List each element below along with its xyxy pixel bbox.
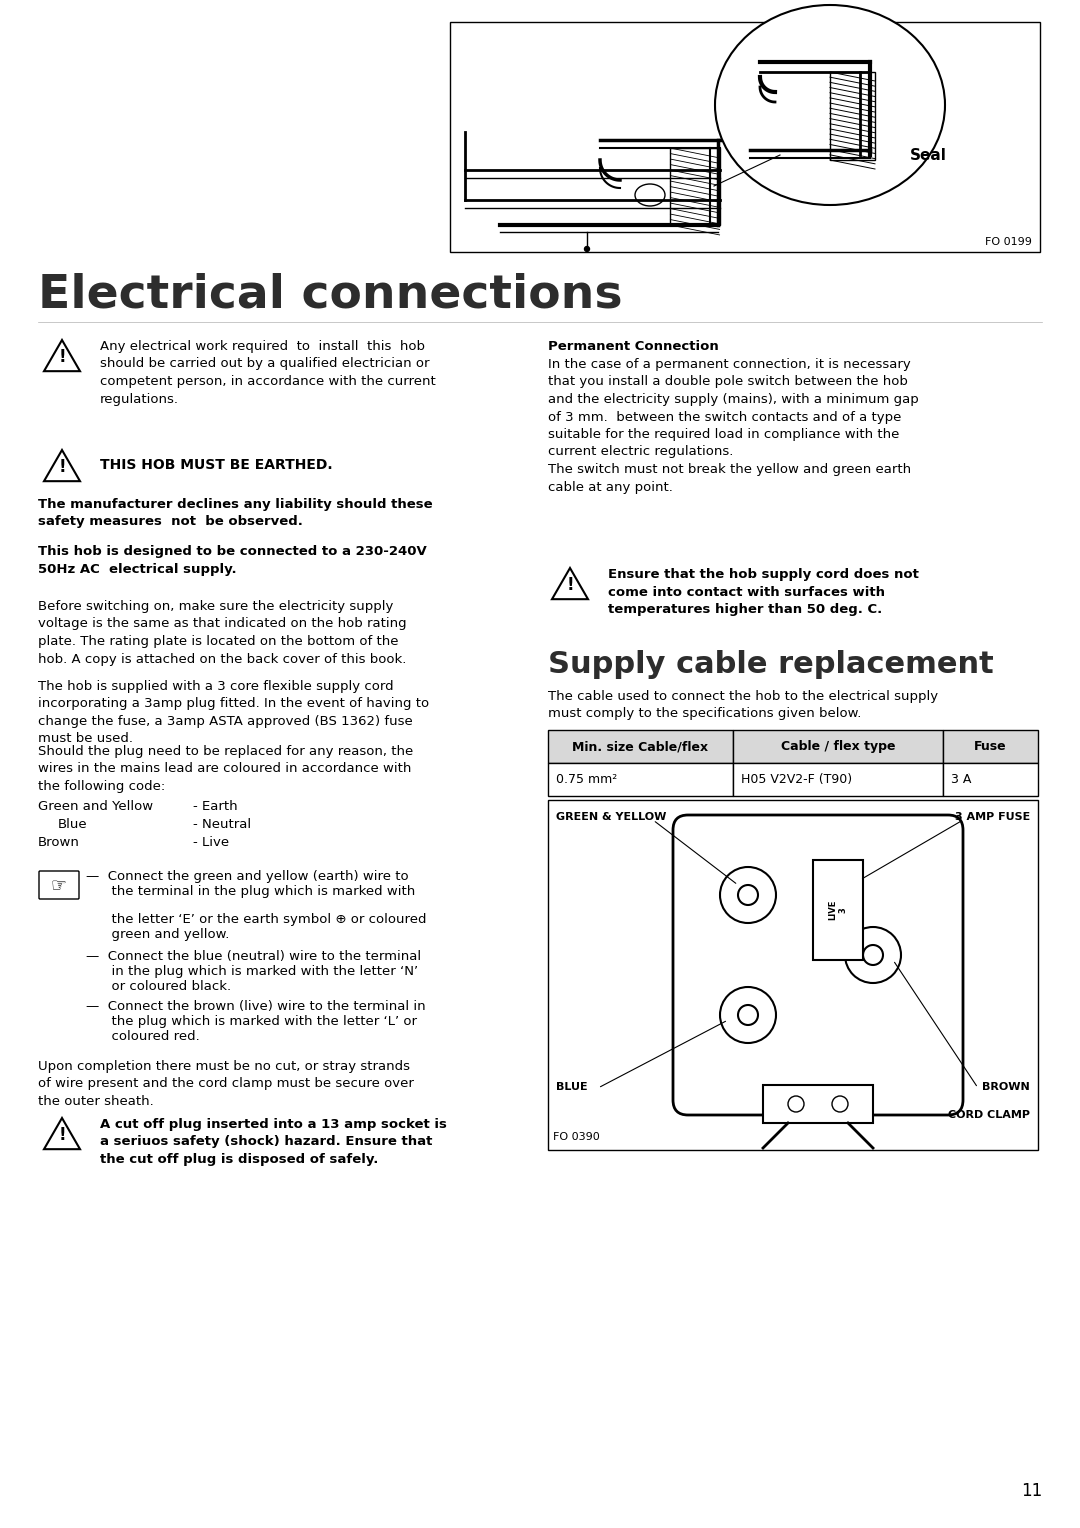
Text: FO 0199: FO 0199 <box>985 237 1032 248</box>
Circle shape <box>584 246 590 252</box>
Text: Seal: Seal <box>910 148 947 162</box>
Text: Before switching on, make sure the electricity supply
voltage is the same as tha: Before switching on, make sure the elect… <box>38 601 407 666</box>
Text: the plug which is marked with the letter ‘L’ or: the plug which is marked with the letter… <box>86 1015 417 1028</box>
Text: GREEN & YELLOW: GREEN & YELLOW <box>556 811 666 822</box>
Text: 3 AMP FUSE: 3 AMP FUSE <box>955 811 1030 822</box>
Text: THIS HOB MUST BE EARTHED.: THIS HOB MUST BE EARTHED. <box>100 458 333 472</box>
Text: or coloured black.: or coloured black. <box>86 979 231 993</box>
Text: 3 A: 3 A <box>951 773 971 785</box>
Text: The cable used to connect the hob to the electrical supply
must comply to the sp: The cable used to connect the hob to the… <box>548 691 939 721</box>
Bar <box>943 730 1038 762</box>
Text: The manufacturer declines any liability should these
safety measures  not  be ob: The manufacturer declines any liability … <box>38 498 433 529</box>
Text: in the plug which is marked with the letter ‘N’: in the plug which is marked with the let… <box>86 966 418 978</box>
Bar <box>548 762 733 796</box>
Text: - Live: - Live <box>193 836 229 850</box>
FancyBboxPatch shape <box>673 814 963 1115</box>
Bar <box>831 72 875 160</box>
Text: H05 V2V2-F (T90): H05 V2V2-F (T90) <box>741 773 852 785</box>
Bar <box>733 730 943 762</box>
Text: This hob is designed to be connected to a 230-240V
50Hz AC  electrical supply.: This hob is designed to be connected to … <box>38 545 427 576</box>
Bar <box>450 21 1040 252</box>
Text: Permanent Connection: Permanent Connection <box>548 341 719 353</box>
Text: !: ! <box>566 576 573 594</box>
Text: Supply cable replacement: Supply cable replacement <box>548 649 994 678</box>
Text: —  Connect the blue (neutral) wire to the terminal: — Connect the blue (neutral) wire to the… <box>86 950 421 963</box>
Text: green and yellow.: green and yellow. <box>86 927 229 941</box>
Text: ☞: ☞ <box>51 876 67 894</box>
Text: BROWN: BROWN <box>982 1082 1030 1093</box>
Text: Any electrical work required  to  install  this  hob
should be carried out by a : Any electrical work required to install … <box>100 341 435 405</box>
Text: the terminal in the plug which is marked with: the terminal in the plug which is marked… <box>86 885 415 898</box>
Text: Electrical connections: Electrical connections <box>38 272 623 316</box>
Text: Upon completion there must be no cut, or stray strands
of wire present and the c: Upon completion there must be no cut, or… <box>38 1060 414 1108</box>
Text: coloured red.: coloured red. <box>86 1030 200 1044</box>
Bar <box>670 148 720 225</box>
FancyBboxPatch shape <box>762 1085 873 1123</box>
Text: the letter ‘E’ or the earth symbol ⊕ or coloured: the letter ‘E’ or the earth symbol ⊕ or … <box>86 914 427 926</box>
Text: BLUE: BLUE <box>556 1082 588 1093</box>
Text: LIVE
3: LIVE 3 <box>828 900 848 920</box>
Text: Fuse: Fuse <box>974 740 1007 753</box>
Bar <box>548 801 1038 1151</box>
Text: FO 0390: FO 0390 <box>553 1132 599 1141</box>
Ellipse shape <box>715 5 945 205</box>
Text: In the case of a permanent connection, it is necessary
that you install a double: In the case of a permanent connection, i… <box>548 358 919 494</box>
Text: The hob is supplied with a 3 core flexible supply cord
incorporating a 3amp plug: The hob is supplied with a 3 core flexib… <box>38 680 429 746</box>
Ellipse shape <box>635 183 665 206</box>
Text: !: ! <box>58 348 66 367</box>
Text: Min. size Cable/flex: Min. size Cable/flex <box>572 740 708 753</box>
Bar <box>943 762 1038 796</box>
Text: !: ! <box>58 458 66 477</box>
Text: —  Connect the green and yellow (earth) wire to: — Connect the green and yellow (earth) w… <box>86 869 408 883</box>
Text: Cable / flex type: Cable / flex type <box>781 740 895 753</box>
Bar <box>733 762 943 796</box>
FancyBboxPatch shape <box>39 871 79 898</box>
Text: A cut off plug inserted into a 13 amp socket is
a seriuos safety (shock) hazard.: A cut off plug inserted into a 13 amp so… <box>100 1118 447 1166</box>
Text: Should the plug need to be replaced for any reason, the
wires in the mains lead : Should the plug need to be replaced for … <box>38 746 414 793</box>
Text: Brown: Brown <box>38 836 80 850</box>
Text: Ensure that the hob supply cord does not
come into contact with surfaces with
te: Ensure that the hob supply cord does not… <box>608 568 919 616</box>
Text: - Earth: - Earth <box>193 801 238 813</box>
Text: !: ! <box>58 1126 66 1144</box>
Text: Blue: Blue <box>58 817 87 831</box>
Text: CORD CLAMP: CORD CLAMP <box>948 1109 1030 1120</box>
Text: - Neutral: - Neutral <box>193 817 252 831</box>
Bar <box>548 730 733 762</box>
Text: Green and Yellow: Green and Yellow <box>38 801 153 813</box>
Text: 0.75 mm²: 0.75 mm² <box>556 773 618 785</box>
Text: 11: 11 <box>1021 1482 1042 1500</box>
Bar <box>813 860 863 960</box>
Text: —  Connect the brown (live) wire to the terminal in: — Connect the brown (live) wire to the t… <box>86 999 426 1013</box>
